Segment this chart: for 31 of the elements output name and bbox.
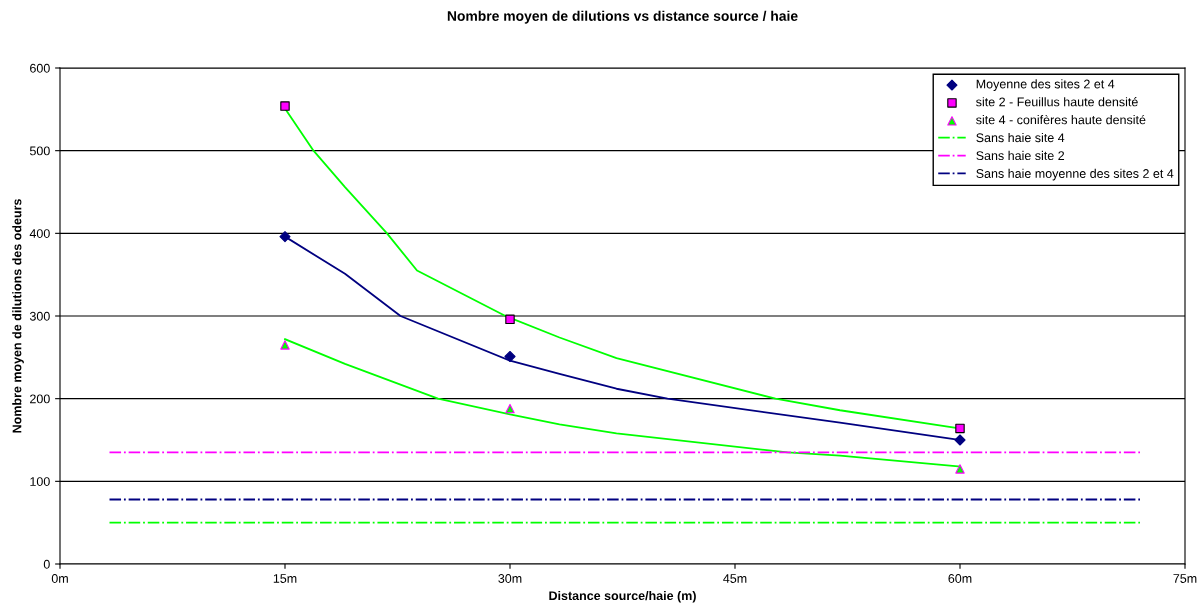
legend-label: Sans haie moyenne des sites 2 et 4	[976, 168, 1174, 181]
x-tick-label: 75m	[1173, 574, 1197, 583]
y-axis-title: Nombre moyen de dilutions des odeurs	[12, 199, 24, 433]
point	[504, 350, 516, 363]
x-tick-label: 0m	[51, 574, 68, 583]
point	[280, 340, 290, 350]
point	[280, 101, 290, 111]
legend-label: Sans haie site 4	[976, 132, 1065, 143]
legend-label: Moyenne des sites 2 et 4	[976, 79, 1115, 91]
y-tick-label: 0	[43, 559, 50, 569]
point	[505, 314, 515, 325]
y-tick-label: 100	[30, 477, 50, 486]
point	[279, 231, 291, 243]
point	[955, 423, 965, 434]
x-tick-label: 15m	[273, 574, 297, 583]
point	[954, 434, 966, 446]
point	[955, 464, 965, 474]
legend-label: site 4 - conifères haute densité	[976, 114, 1146, 125]
x-tick-label: 60m	[948, 574, 972, 583]
x-tick-label: 45m	[723, 574, 747, 583]
y-tick-label: 400	[29, 229, 50, 238]
y-tick-label: 300	[29, 311, 50, 321]
x-axis-title: Distance source/haie (m)	[549, 590, 696, 603]
y-tick-label: 600	[30, 63, 50, 73]
legend-label: Sans haie site 2	[976, 150, 1065, 161]
x-tick-label: 30m	[498, 574, 522, 583]
point	[505, 403, 515, 414]
chart-title: Nombre moyen de dilutions vs distance source / haie	[447, 10, 798, 24]
y-tick-label: 500	[29, 146, 50, 156]
legend-label: site 2 - Feuillus haute densité	[976, 97, 1138, 107]
y-tick-label: 200	[30, 394, 50, 404]
